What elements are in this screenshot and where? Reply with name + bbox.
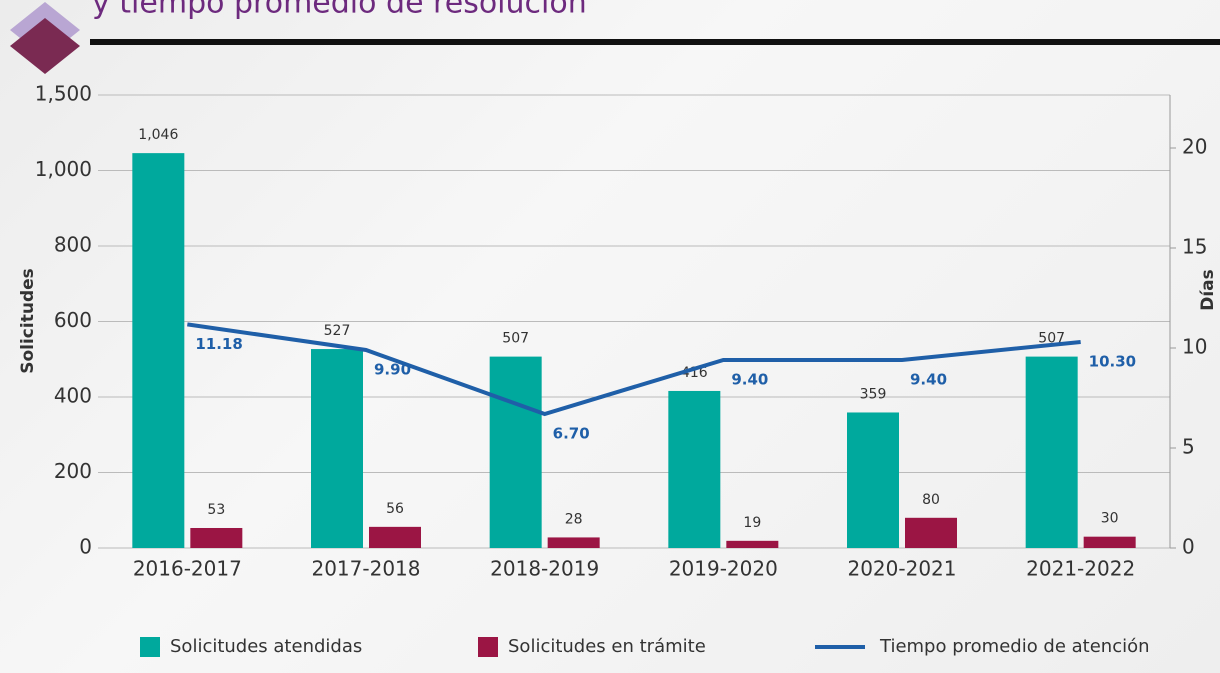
value-label: 30 bbox=[1101, 511, 1119, 527]
bar bbox=[1084, 537, 1136, 548]
line-value-label: 6.70 bbox=[553, 425, 590, 443]
y2-tick-label: 15 bbox=[1182, 235, 1207, 259]
y2-tick-label: 10 bbox=[1182, 335, 1207, 359]
bar bbox=[311, 349, 363, 548]
value-label: 1,046 bbox=[138, 127, 178, 143]
y-tick-label: 1,500 bbox=[35, 82, 92, 106]
legend-label: Solicitudes atendidas bbox=[170, 636, 362, 657]
y2-tick-label: 20 bbox=[1182, 135, 1207, 159]
bar bbox=[905, 518, 957, 548]
logo bbox=[10, 2, 80, 74]
x-tick-label: 2017-2018 bbox=[311, 557, 420, 581]
x-tick-label: 2016-2017 bbox=[133, 557, 242, 581]
x-tick-label: 2020-2021 bbox=[847, 557, 956, 581]
bar bbox=[847, 412, 899, 548]
bar bbox=[369, 527, 421, 548]
legend-swatch bbox=[478, 637, 498, 657]
bar bbox=[548, 537, 600, 548]
value-label: 507 bbox=[502, 331, 529, 347]
value-label: 80 bbox=[922, 492, 940, 508]
y-tick-label: 200 bbox=[54, 459, 92, 483]
line-value-label: 9.40 bbox=[731, 371, 768, 389]
value-label: 19 bbox=[743, 515, 761, 531]
bar bbox=[1026, 357, 1078, 548]
y2-tick-label: 5 bbox=[1182, 435, 1195, 459]
y-tick-label: 600 bbox=[54, 308, 92, 332]
x-tick-label: 2019-2020 bbox=[669, 557, 778, 581]
legend-swatch bbox=[140, 637, 160, 657]
line-value-label: 9.40 bbox=[910, 371, 947, 389]
y-axis-label: Solicitudes bbox=[18, 268, 38, 374]
line-value-label: 11.18 bbox=[195, 335, 242, 353]
value-label: 28 bbox=[565, 511, 583, 527]
y2-axis-label: Días bbox=[1198, 269, 1218, 311]
bar bbox=[490, 357, 542, 548]
x-tick-label: 2021-2022 bbox=[1026, 557, 1135, 581]
chart-title: y tiempo promedio de resolución bbox=[92, 0, 587, 21]
bar bbox=[190, 528, 242, 548]
value-label: 359 bbox=[860, 386, 887, 402]
bar bbox=[726, 541, 778, 548]
value-label: 53 bbox=[207, 502, 225, 518]
legend-label: Solicitudes en trámite bbox=[508, 636, 706, 657]
y-tick-label: 0 bbox=[79, 535, 92, 559]
title-rule bbox=[90, 39, 1220, 45]
bar bbox=[132, 153, 184, 548]
y-tick-label: 800 bbox=[54, 233, 92, 257]
y2-tick-label: 0 bbox=[1182, 535, 1195, 559]
y-tick-label: 400 bbox=[54, 384, 92, 408]
chart: y tiempo promedio de resolución Solicitu… bbox=[0, 0, 1220, 673]
y-tick-label: 1,000 bbox=[35, 157, 92, 181]
line-value-label: 10.30 bbox=[1089, 353, 1136, 371]
bar bbox=[668, 391, 720, 548]
value-label: 527 bbox=[324, 323, 351, 339]
x-tick-label: 2018-2019 bbox=[490, 557, 599, 581]
value-label: 56 bbox=[386, 501, 404, 517]
legend-label: Tiempo promedio de atención bbox=[879, 636, 1150, 657]
line-value-label: 9.90 bbox=[374, 361, 411, 379]
